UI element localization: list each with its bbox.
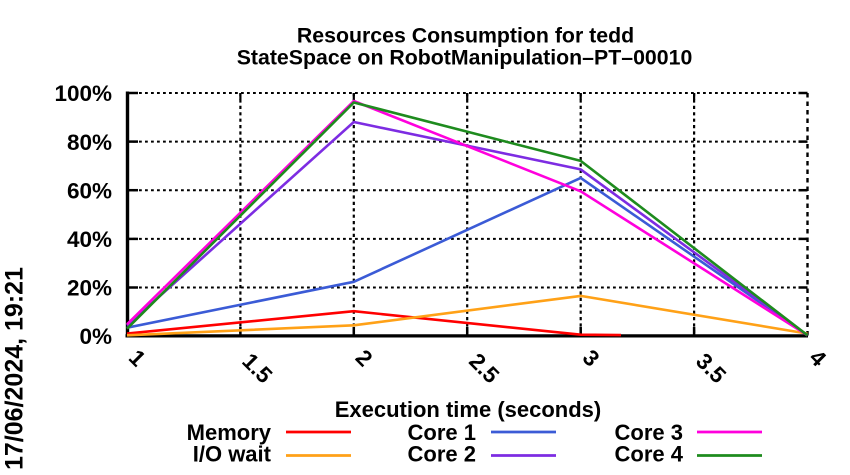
svg-text:17/06/2024, 19:21: 17/06/2024, 19:21 bbox=[1, 267, 29, 470]
svg-text:Core 2: Core 2 bbox=[408, 441, 476, 466]
svg-text:2: 2 bbox=[351, 345, 378, 372]
svg-text:Execution time (seconds): Execution time (seconds) bbox=[335, 397, 602, 422]
svg-text:Memory: Memory bbox=[187, 420, 272, 445]
svg-text:1.5: 1.5 bbox=[237, 348, 277, 388]
svg-text:3.5: 3.5 bbox=[691, 348, 731, 388]
svg-text:0%: 0% bbox=[79, 324, 112, 349]
svg-text:Core 4: Core 4 bbox=[615, 441, 684, 466]
svg-text:Core 3: Core 3 bbox=[615, 420, 683, 445]
svg-text:4: 4 bbox=[804, 345, 831, 372]
svg-text:100%: 100% bbox=[54, 81, 112, 106]
svg-text:StateSpace on RobotManipulatio: StateSpace on RobotManipulation–PT–00010 bbox=[237, 45, 693, 69]
svg-text:80%: 80% bbox=[67, 130, 112, 155]
svg-text:Core 1: Core 1 bbox=[408, 420, 476, 445]
svg-text:40%: 40% bbox=[67, 227, 112, 252]
svg-text:60%: 60% bbox=[67, 178, 112, 203]
svg-text:Resources Consumption for tedd: Resources Consumption for tedd bbox=[297, 23, 634, 47]
svg-text:2.5: 2.5 bbox=[464, 348, 504, 388]
svg-text:3: 3 bbox=[578, 345, 605, 372]
svg-text:20%: 20% bbox=[67, 276, 112, 301]
svg-text:1: 1 bbox=[124, 345, 151, 372]
svg-text:I/O wait: I/O wait bbox=[193, 441, 272, 466]
